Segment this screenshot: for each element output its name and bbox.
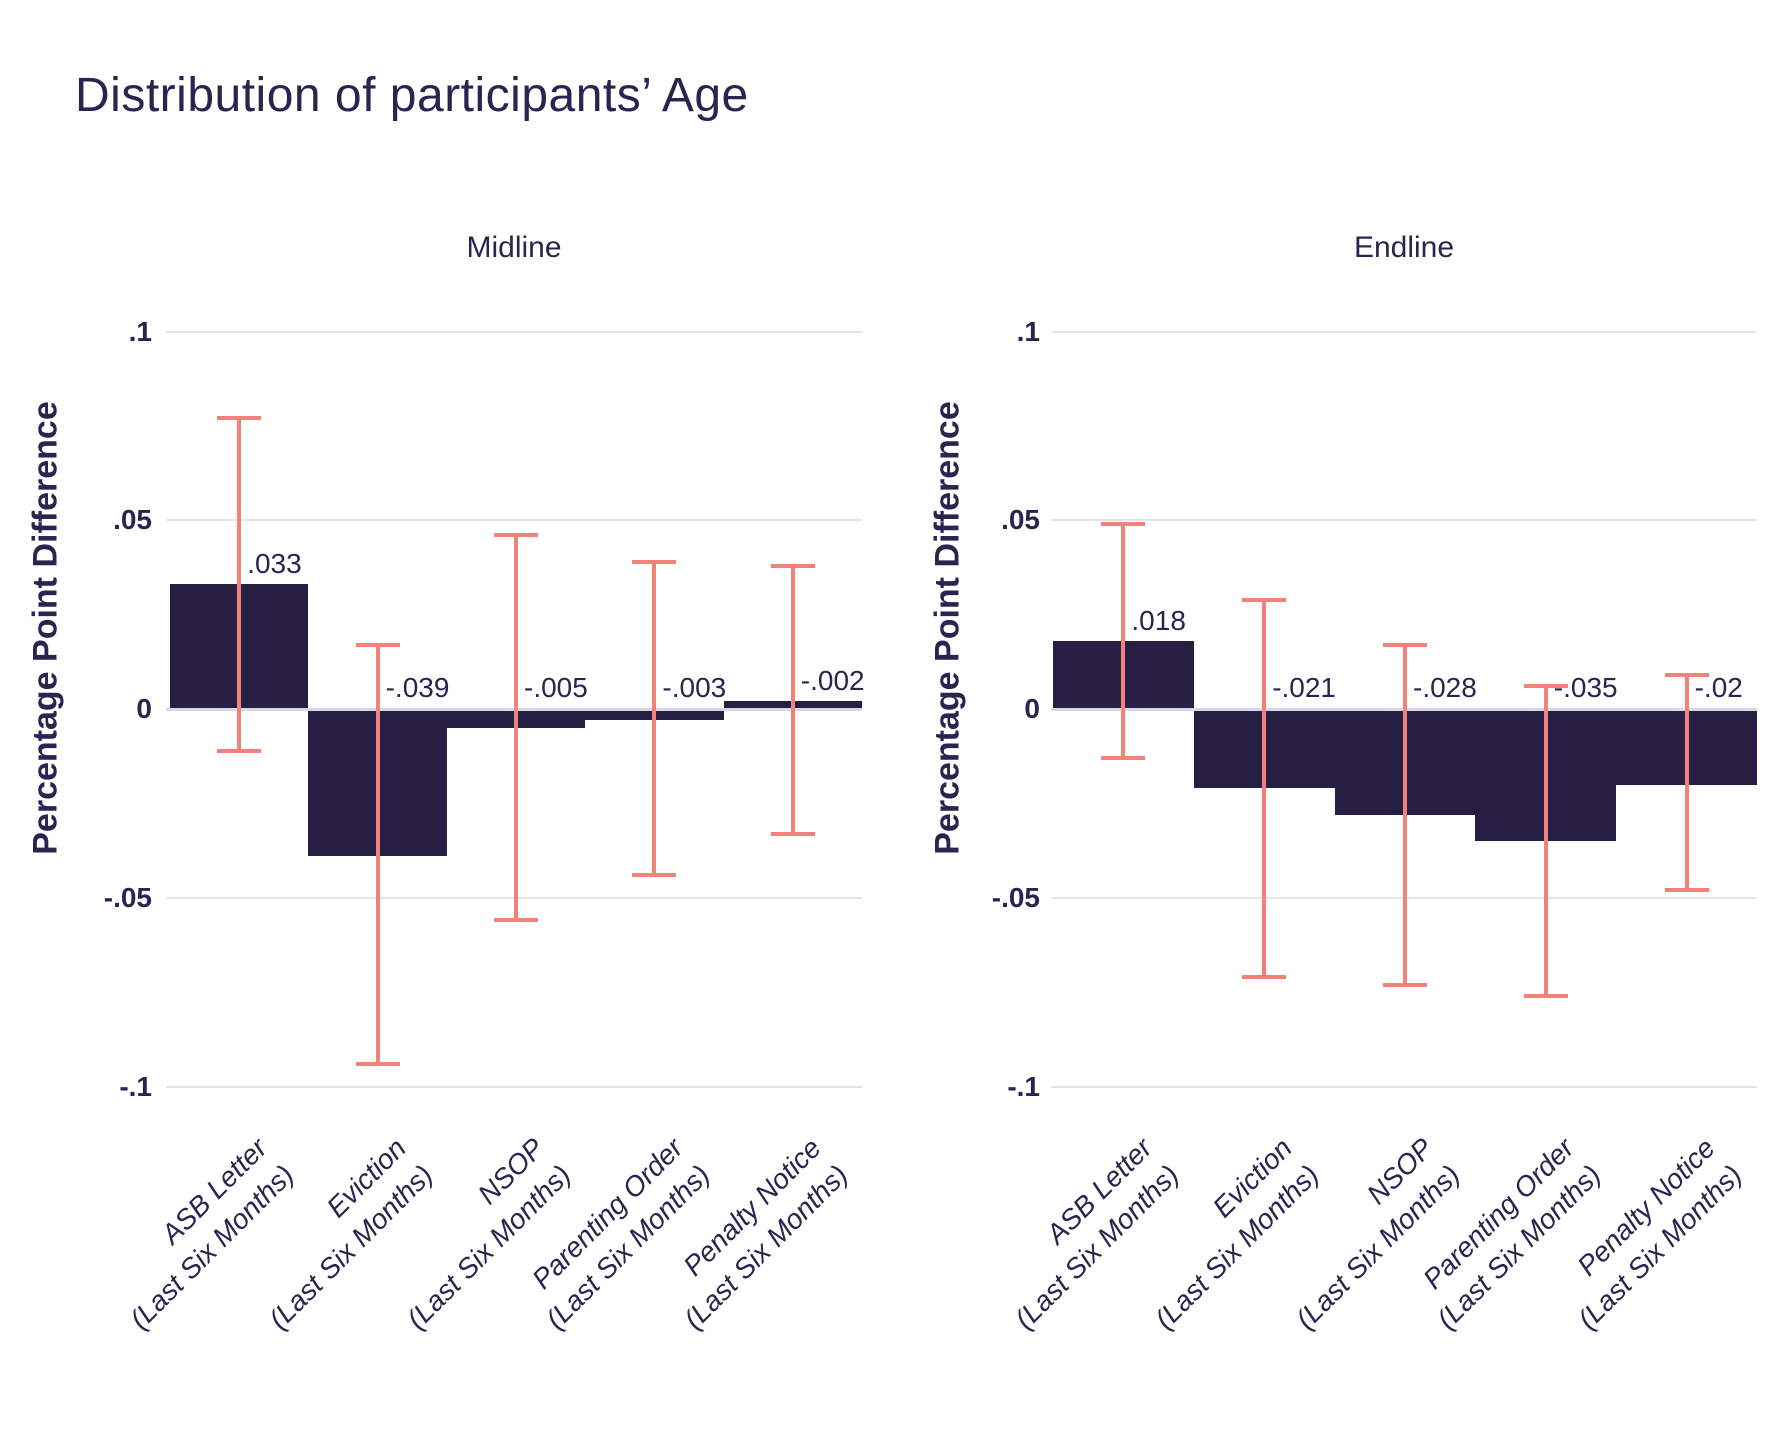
error-bar-cap-top xyxy=(1242,597,1287,602)
y-tick-label: .05 xyxy=(1001,504,1040,536)
bar-value-label: -.002 xyxy=(800,665,865,697)
y-axis-title-midline: Percentage Point Difference xyxy=(26,401,65,855)
error-bar-line xyxy=(1121,524,1126,759)
panel-title-midline: Midline xyxy=(466,231,562,264)
gridline xyxy=(1051,519,1757,522)
error-bar-cap-bottom xyxy=(632,873,677,878)
gridline xyxy=(166,1085,862,1088)
y-tick-label: -.1 xyxy=(119,1070,152,1102)
bar-value-label: -.035 xyxy=(1553,672,1618,703)
error-bar-line xyxy=(1262,599,1267,978)
error-bar-cap-bottom xyxy=(1523,993,1568,998)
y-tick-label: .05 xyxy=(113,504,152,536)
error-bar-cap-bottom xyxy=(1101,756,1146,761)
error-bar-cap-top xyxy=(355,642,400,647)
error-bar-line xyxy=(1684,675,1689,891)
gridline xyxy=(1051,330,1757,333)
error-bar-cap-bottom xyxy=(494,918,538,923)
error-bar-cap-bottom xyxy=(355,1061,400,1066)
y-tick-label: -.1 xyxy=(1007,1070,1040,1102)
gridline xyxy=(166,330,862,333)
error-bar-line xyxy=(1543,686,1548,996)
error-bar-cap-top xyxy=(1101,522,1146,527)
y-tick-label: -.05 xyxy=(103,881,152,913)
gridline xyxy=(1051,1085,1757,1088)
chart-title: Distribution of participants’ Age xyxy=(75,69,749,122)
bar-value-label: -.039 xyxy=(385,672,450,703)
error-bar-line xyxy=(1403,644,1407,985)
error-bar-cap-top xyxy=(217,416,262,421)
error-bar-line xyxy=(790,565,795,834)
error-bar-cap-bottom xyxy=(217,748,262,753)
error-bar-line xyxy=(514,535,518,921)
bar-value-label: -.005 xyxy=(524,672,588,703)
error-bar-cap-top xyxy=(494,533,538,538)
y-tick-label: 0 xyxy=(136,693,152,724)
y-axis-title-endline: Percentage Point Difference xyxy=(928,401,967,855)
bar-value-label: -.028 xyxy=(1413,672,1477,703)
gridline xyxy=(166,519,862,522)
y-tick-label: .1 xyxy=(1016,315,1040,347)
bar-value-label: .033 xyxy=(247,548,302,580)
error-bar-line xyxy=(652,561,657,876)
error-bar-cap-bottom xyxy=(770,831,815,836)
bar-value-label: -.02 xyxy=(1694,672,1743,703)
bar-value-label: -.021 xyxy=(1272,672,1337,703)
error-bar-cap-top xyxy=(1664,673,1709,678)
error-bar-cap-top xyxy=(770,563,815,568)
bar-value-label: .018 xyxy=(1131,605,1186,637)
error-bar-cap-top xyxy=(632,559,677,564)
panel-title-endline: Endline xyxy=(1353,231,1455,264)
error-bar-cap-top xyxy=(1383,642,1427,647)
error-bar-cap-bottom xyxy=(1383,982,1427,987)
error-bar-cap-bottom xyxy=(1664,888,1709,893)
y-tick-label: -.05 xyxy=(991,881,1040,913)
error-bar-line xyxy=(375,644,380,1064)
y-tick-label: .1 xyxy=(128,315,152,347)
bar-value-label: -.003 xyxy=(662,672,727,703)
error-bar-line xyxy=(237,418,242,751)
error-bar-cap-top xyxy=(1523,684,1568,689)
error-bar-cap-bottom xyxy=(1242,975,1287,980)
y-tick-label: 0 xyxy=(1024,693,1040,724)
